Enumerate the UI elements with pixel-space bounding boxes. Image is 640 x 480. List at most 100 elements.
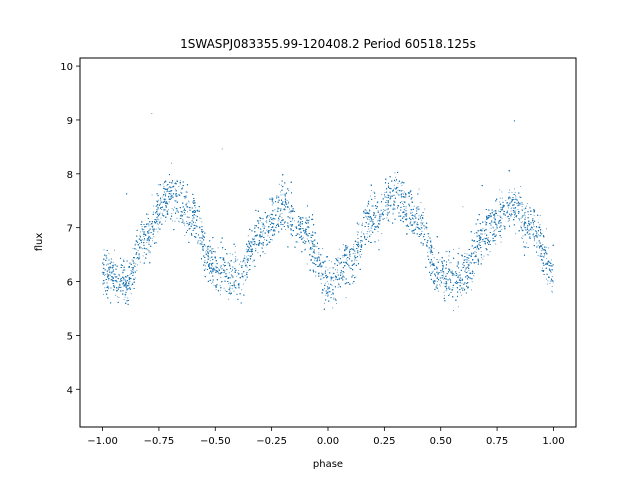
flux-point	[353, 274, 355, 276]
flux-point	[261, 222, 263, 224]
flux-point	[400, 193, 402, 195]
flux-point	[167, 209, 170, 211]
flux-point	[303, 240, 306, 242]
flux-point	[330, 261, 333, 263]
flux-point	[370, 230, 372, 232]
flux-point	[362, 222, 364, 224]
flux-point	[427, 251, 429, 253]
flux-point	[302, 236, 304, 238]
flux-point	[282, 194, 284, 196]
flux-point	[551, 286, 553, 288]
flux-point	[361, 253, 363, 255]
flux-point	[513, 216, 515, 219]
flux-point	[432, 272, 434, 274]
flux-point	[413, 223, 415, 225]
flux-point	[549, 282, 551, 285]
flux-point	[439, 284, 441, 286]
flux-point	[155, 220, 157, 222]
flux-point	[143, 252, 145, 254]
flux-point	[162, 208, 164, 210]
flux-point	[209, 250, 211, 253]
flux-point	[533, 214, 535, 217]
flux-point	[386, 204, 388, 206]
flux-point	[269, 236, 271, 238]
flux-point	[322, 290, 324, 292]
flux-point	[163, 186, 165, 188]
flux-point	[376, 202, 378, 204]
flux-point	[308, 242, 310, 244]
flux-point	[433, 247, 435, 250]
flux-point	[521, 221, 523, 223]
flux-point	[515, 233, 517, 235]
flux-point	[402, 192, 404, 194]
flux-point	[401, 184, 403, 186]
flux-point	[548, 247, 550, 249]
flux-point	[133, 270, 135, 272]
flux-point	[204, 259, 206, 262]
flux-point	[508, 192, 510, 194]
flux-point	[429, 265, 432, 267]
flux-point	[141, 248, 144, 250]
flux-point	[452, 310, 455, 312]
flux-point	[233, 281, 235, 283]
flux-point	[148, 225, 150, 227]
flux-point	[110, 279, 112, 281]
flux-point	[229, 253, 231, 255]
flux-point	[520, 225, 522, 227]
flux-point	[519, 196, 521, 198]
flux-point	[211, 265, 213, 267]
flux-point	[147, 249, 149, 251]
flux-point	[242, 259, 244, 261]
flux-point	[416, 222, 419, 224]
flux-point	[265, 221, 267, 223]
flux-point	[469, 262, 471, 264]
flux-point	[219, 289, 221, 291]
flux-point	[369, 195, 371, 197]
flux-point	[103, 274, 106, 276]
flux-point	[366, 236, 369, 238]
flux-point	[338, 284, 340, 286]
flux-point	[210, 282, 212, 285]
flux-point	[160, 208, 163, 210]
flux-point	[168, 201, 170, 203]
flux-point	[290, 212, 292, 214]
flux-point	[473, 271, 475, 273]
flux-point	[327, 283, 329, 285]
flux-point	[526, 202, 529, 205]
flux-point	[382, 211, 384, 213]
flux-point	[546, 257, 548, 260]
flux-point	[294, 220, 296, 222]
flux-point	[451, 270, 453, 272]
flux-point	[288, 201, 290, 203]
chart-title: 1SWASPJ083355.99-120408.2 Period 60518.1…	[180, 37, 476, 51]
flux-point	[405, 207, 407, 209]
flux-point	[307, 227, 309, 229]
flux-point	[193, 215, 195, 217]
flux-point	[354, 258, 356, 261]
flux-point	[251, 242, 253, 244]
flux-point	[494, 218, 496, 220]
flux-point	[552, 281, 554, 283]
flux-point	[118, 296, 120, 298]
flux-point	[534, 230, 536, 232]
flux-point	[122, 270, 124, 272]
flux-point	[240, 261, 242, 263]
flux-point	[151, 227, 154, 229]
flux-point	[323, 302, 326, 304]
flux-point	[282, 208, 285, 210]
flux-point	[359, 245, 361, 247]
flux-point	[317, 258, 319, 260]
flux-point	[347, 245, 349, 248]
flux-point	[236, 287, 238, 289]
flux-point	[345, 296, 347, 299]
flux-point	[136, 264, 139, 266]
flux-point	[377, 226, 379, 228]
flux-point	[306, 263, 308, 265]
flux-point	[151, 194, 153, 196]
flux-point	[550, 271, 552, 273]
flux-point	[501, 217, 503, 220]
flux-point	[218, 273, 220, 275]
flux-point	[278, 207, 280, 209]
flux-point	[266, 229, 268, 231]
flux-point	[174, 206, 176, 208]
